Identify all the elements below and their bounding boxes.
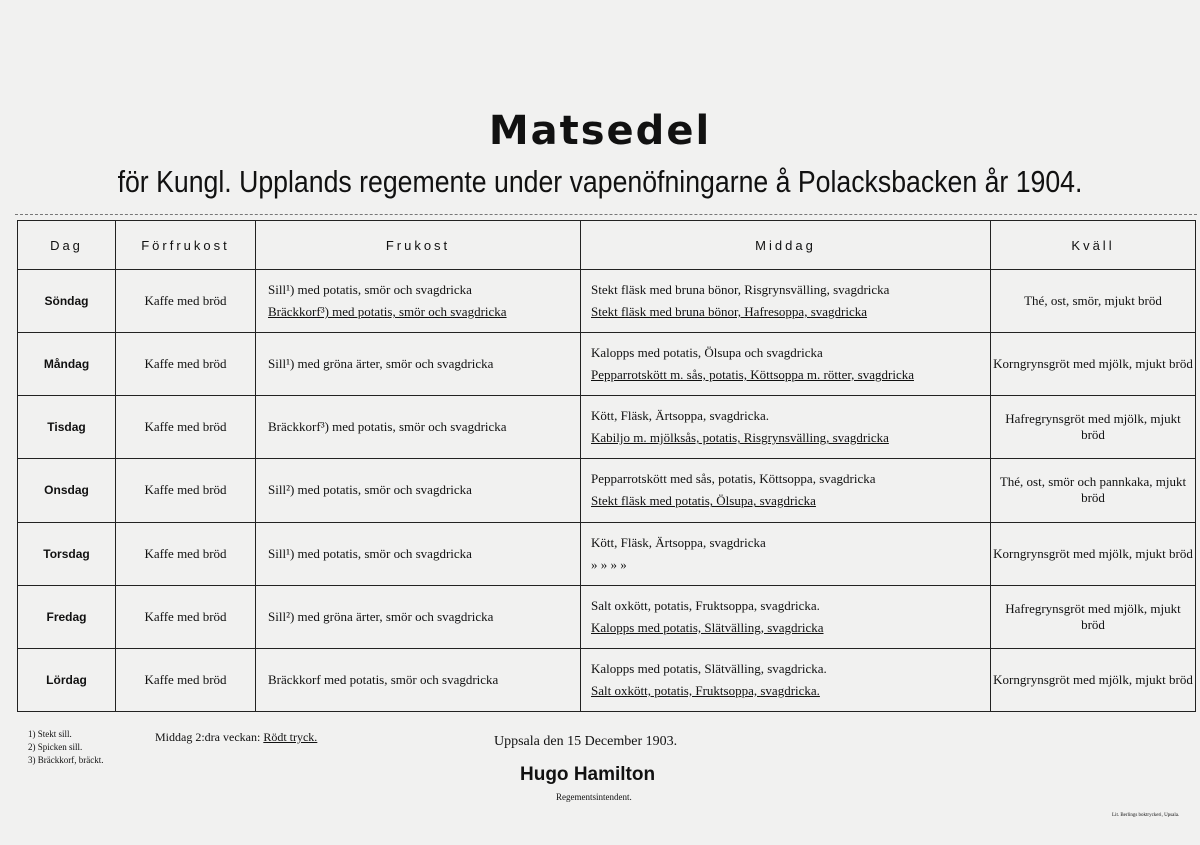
column-header: Middag [580,220,991,270]
frukost-cell: Sill²) med gröna ärter, smör och svagdri… [255,584,581,649]
day-cell: Onsdag [17,458,116,523]
day-cell: Torsdag [17,521,116,586]
middag-week2: Stekt fläsk med potatis, Ölsupa, svagdri… [591,493,816,509]
table-row: Torsdag Kaffe med bröd Sill¹) med potatis,… [17,521,1196,586]
frukost-cell: Sill¹) med potatis, smör och svagdricka [255,521,581,586]
frukost-line: Sill²) med gröna ärter, smör och svagdri… [268,608,494,624]
kvall-cell: Thé, ost, smör, mjukt bröd [990,268,1196,334]
frukost-line: Bräckkorf³) med potatis, smör och svagdr… [268,419,507,435]
kvall-cell: Hafregrynsgröt med mjölk, mjukt bröd [990,395,1196,460]
column-header: Dag [17,220,116,270]
column-header: Förfrukost [115,220,256,270]
frukost-cell: Bräckkorf med potatis, smör och svagdric… [255,647,581,713]
place-date: Uppsala den 15 December 1903. [494,734,678,749]
table-row: Söndag Kaffe med bröd Sill¹) med potatis, … [17,268,1196,334]
frukost-cell: Sill²) med potatis, smör och svagdricka [255,458,581,523]
middag-week1: Kött, Fläsk, Ärtsoppa, svagdricka. [591,408,770,424]
middag-week1: Kött, Fläsk, Ärtsoppa, svagdricka [591,534,766,550]
column-header: Kväll [990,220,1196,270]
kvall-cell: Korngrynsgröt med mjölk, mjukt bröd [990,521,1196,586]
middag-week1: Stekt fläsk med bruna bönor, Risgrynsväl… [591,282,890,298]
kvall-cell: Thé, ost, smör och pannkaka, mjukt bröd [990,458,1196,523]
forfrukost-cell: Kaffe med bröd [115,458,256,523]
divider [15,214,1197,215]
frukost-line: Sill¹) med potatis, smör och svagdricka [268,282,472,298]
table-row: Lördag Kaffe med bröd Bräckkorf med potati… [17,647,1196,713]
forfrukost-cell: Kaffe med bröd [115,268,256,334]
kvall-cell: Korngrynsgröt med mjölk, mjukt bröd [990,647,1196,713]
page-subtitle: för Kungl. Upplands regemente under vape… [117,164,1083,199]
middag-note: Middag 2:dra veckan: Rödt tryck. [155,730,317,745]
column-header: Frukost [255,220,581,270]
middag-week2: Kabiljo m. mjölksås, potatis, Risgrynsvä… [591,430,889,446]
middag-cell: Kött, Fläsk, Ärtsoppa, svagdricka. Kabilj… [580,395,991,460]
middag-week2: Salt oxkött, potatis, Fruktsoppa, svagdr… [591,682,820,698]
frukost-line: Bräckkorf³) med potatis, smör och svagdr… [268,304,507,320]
printer-imprint: Lit. Berlings boktryckeri, Upsala. [1112,813,1180,818]
frukost-line: Bräckkorf med potatis, smör och svagdric… [268,671,499,687]
middag-week1: Kalopps med potatis, Ölsupa och svagdric… [591,345,823,361]
middag-week2: Stekt fläsk med bruna bönor, Hafresoppa,… [591,304,868,320]
footnote: 1) Stekt sill. [28,729,72,739]
kvall-cell: Hafregrynsgröt med mjölk, mjukt bröd [990,584,1196,649]
middag-cell: Pepparrotskött med sås, potatis, Köttsop… [580,458,991,523]
forfrukost-cell: Kaffe med bröd [115,521,256,586]
middag-week2: » » » » [591,556,627,572]
middag-cell: Kalopps med potatis, Ölsupa och svagdric… [580,332,991,397]
frukost-line: Sill²) med potatis, smör och svagdricka [268,482,472,498]
day-cell: Fredag [17,584,116,649]
frukost-cell: Sill¹) med potatis, smör och svagdricka B… [255,268,581,334]
day-cell: Lördag [17,647,116,713]
middag-note-value: Rödt tryck. [263,730,318,744]
middag-cell: Kalopps med potatis, Slätvälling, svagdr… [580,647,991,713]
frukost-cell: Sill¹) med gröna ärter, smör och svagdri… [255,332,581,397]
menu-table: Dag Förfrukost Frukost Middag Kväll Söndag Ka… [17,220,1196,713]
middag-cell: Kött, Fläsk, Ärtsoppa, svagdricka » » » » [580,521,991,586]
middag-week1: Kalopps med potatis, Slätvälling, svagdr… [591,660,827,676]
middag-note-label: Middag 2:dra veckan: [155,730,261,744]
table-row: Måndag Kaffe med bröd Sill¹) med gröna ärt… [17,332,1196,397]
middag-week1: Pepparrotskött med sås, potatis, Köttsop… [591,471,876,487]
forfrukost-cell: Kaffe med bröd [115,332,256,397]
forfrukost-cell: Kaffe med bröd [115,395,256,460]
middag-week2: Kalopps med potatis, Slätvälling, svagdr… [591,619,824,635]
frukost-cell: Bräckkorf³) med potatis, smör och svagdr… [255,395,581,460]
signature: Hugo Hamilton [520,764,656,785]
footnote: 2) Spicken sill. [28,742,83,752]
day-cell: Söndag [17,268,116,334]
day-cell: Måndag [17,332,116,397]
middag-cell: Salt oxkött, potatis, Fruktsoppa, svagdr… [580,584,991,649]
kvall-cell: Korngrynsgröt med mjölk, mjukt bröd [990,332,1196,397]
middag-week1: Salt oxkött, potatis, Fruktsoppa, svagdr… [591,597,820,613]
page-title: Matsedel [488,108,712,154]
middag-cell: Stekt fläsk med bruna bönor, Risgrynsväl… [580,268,991,334]
table-row: Tisdag Kaffe med bröd Bräckkorf³) med pota… [17,395,1196,460]
table-row: Fredag Kaffe med bröd Sill²) med gröna ärt… [17,584,1196,649]
frukost-line: Sill¹) med gröna ärter, smör och svagdri… [268,356,494,372]
forfrukost-cell: Kaffe med bröd [115,584,256,649]
footnotes: 1) Stekt sill. 2) Spicken sill. 3) Bräck… [28,728,103,767]
middag-week2: Pepparrotskött m. sås, potatis, Köttsopp… [591,367,914,383]
table-row: Onsdag Kaffe med bröd Sill²) med potatis, … [17,458,1196,523]
forfrukost-cell: Kaffe med bröd [115,647,256,713]
day-cell: Tisdag [17,395,116,460]
footnote: 3) Bräckkorf, bräckt. [28,755,104,765]
signature-role: Regementsintendent. [556,792,632,802]
frukost-line: Sill¹) med potatis, smör och svagdricka [268,545,472,561]
